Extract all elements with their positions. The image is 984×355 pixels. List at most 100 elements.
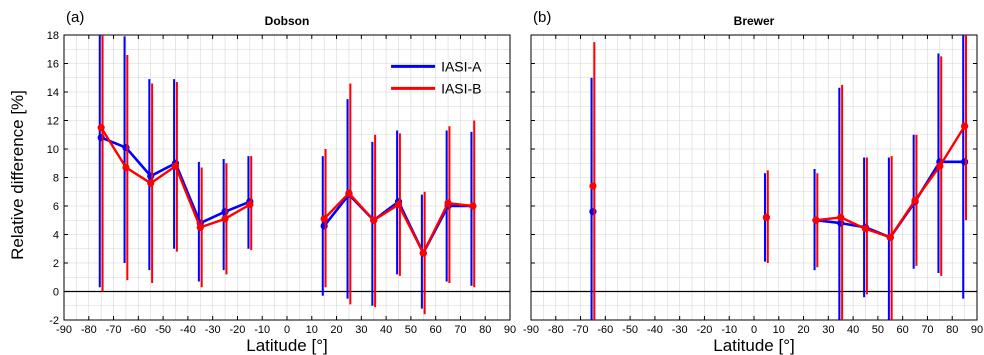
series-iasi-b	[97, 35, 477, 315]
x-tick-label: 20	[330, 324, 342, 336]
y-tick-label: 14	[47, 87, 59, 99]
series-iasi-b	[589, 35, 969, 320]
data-point	[589, 208, 597, 216]
x-tick-label: 50	[405, 324, 417, 336]
x-tick-label: 10	[306, 324, 318, 336]
data-point	[97, 124, 105, 132]
legend-label: IASI-A	[441, 58, 482, 74]
data-point	[469, 202, 477, 210]
y-tick-label: 10	[47, 144, 59, 156]
x-tick-label: -10	[721, 324, 737, 336]
panel-label: (a)	[66, 9, 84, 26]
x-tick-label: -80	[81, 324, 97, 336]
x-tick-label: 30	[355, 324, 367, 336]
data-point	[320, 215, 328, 223]
y-axis-label: Relative difference [%]	[8, 90, 27, 260]
data-point	[812, 216, 820, 224]
x-tick-label: -40	[647, 324, 663, 336]
x-tick-label: -80	[548, 324, 564, 336]
y-tick-label: -2	[49, 315, 59, 327]
x-tick-label: -50	[622, 324, 638, 336]
data-point	[196, 223, 204, 231]
axis-ticks: -90 -80 -70 -60 -50 -40 -30 -20 -10 0 10 20 30 40 50 60…	[523, 34, 983, 336]
x-tick-label: 70	[454, 324, 466, 336]
data-point	[320, 222, 328, 230]
x-tick-label: 0	[751, 324, 757, 336]
y-tick-label: 12	[47, 116, 59, 128]
data-point	[837, 213, 845, 221]
x-tick-label: 50	[872, 324, 884, 336]
x-tick-label: 0	[284, 324, 290, 336]
data-point	[911, 196, 919, 204]
data-point	[147, 179, 155, 187]
x-tick-label: -90	[56, 324, 72, 336]
data-point	[345, 189, 353, 197]
x-tick-label: -40	[180, 324, 196, 336]
x-tick-label: -20	[696, 324, 712, 336]
grid	[63, 34, 511, 321]
x-tick-label: 10	[773, 324, 785, 336]
x-tick-label: -20	[229, 324, 245, 336]
plot-area	[97, 35, 477, 315]
y-tick-label: 18	[47, 30, 59, 42]
x-tick-label: 80	[946, 324, 958, 336]
x-tick-label: -30	[205, 324, 221, 336]
x-tick-label: 90	[504, 324, 516, 336]
x-tick-label: -50	[155, 324, 171, 336]
y-tick-label: 0	[53, 287, 59, 299]
panel-title: Dobson	[265, 14, 310, 28]
x-tick-label: 60	[897, 324, 909, 336]
x-tick-label: 20	[797, 324, 809, 336]
data-point	[861, 225, 870, 233]
data-point	[171, 162, 180, 170]
data-point	[444, 199, 452, 207]
data-point	[589, 182, 597, 190]
panel-brewer: -90 -80 -70 -60 -50 -40 -30 -20 -10 0 10 20 30 40 50 60…	[523, 9, 983, 355]
data-point	[147, 172, 155, 180]
data-point	[221, 215, 229, 223]
x-tick-label: -60	[130, 324, 146, 336]
y-tick-label: 6	[53, 201, 59, 213]
data-point	[936, 162, 944, 170]
panel-title: Brewer	[734, 14, 775, 28]
x-tick-label: -10	[254, 324, 270, 336]
data-point	[394, 200, 403, 209]
data-point	[370, 216, 378, 224]
x-tick-label: -90	[523, 324, 539, 336]
x-tick-label: 40	[380, 324, 392, 336]
data-point	[221, 208, 229, 216]
legend: IASI-A IASI-B	[391, 58, 482, 96]
data-point	[961, 158, 969, 166]
data-point	[97, 134, 105, 142]
y-tick-label: 2	[53, 258, 59, 270]
x-axis-label: Latitude [°]	[246, 336, 327, 355]
plot-area	[589, 35, 969, 320]
x-tick-label: 80	[479, 324, 491, 336]
axis-ticks: -90 -80 -70 -60 -50 -40 -30 -20 -10 0 10 20 30 40 50 60…	[47, 30, 516, 336]
x-tick-label: -30	[672, 324, 688, 336]
x-axis-label: Latitude [°]	[713, 336, 794, 355]
y-tick-label: 4	[53, 230, 59, 242]
x-tick-label: -70	[106, 324, 122, 336]
x-tick-label: 40	[847, 324, 859, 336]
legend-label: IASI-B	[441, 80, 481, 96]
data-point	[122, 163, 130, 172]
x-tick-label: 60	[430, 324, 442, 336]
x-tick-label: -60	[597, 324, 613, 336]
grid	[530, 34, 978, 321]
data-point	[961, 122, 969, 130]
data-point	[762, 213, 770, 221]
x-tick-label: -70	[573, 324, 589, 336]
x-tick-label: 30	[822, 324, 834, 336]
y-tick-label: 8	[53, 173, 59, 185]
panel-dobson: -90 -80 -70 -60 -50 -40 -30 -20 -10 0 10 20 30 40 50 60…	[47, 9, 516, 355]
data-point	[122, 143, 130, 152]
panel-label: (b)	[533, 9, 551, 26]
data-point	[246, 200, 254, 209]
x-tick-label: 90	[971, 324, 983, 336]
data-point	[886, 233, 894, 241]
x-tick-label: 70	[921, 324, 933, 336]
data-point	[419, 249, 427, 257]
y-tick-label: 16	[47, 59, 59, 71]
